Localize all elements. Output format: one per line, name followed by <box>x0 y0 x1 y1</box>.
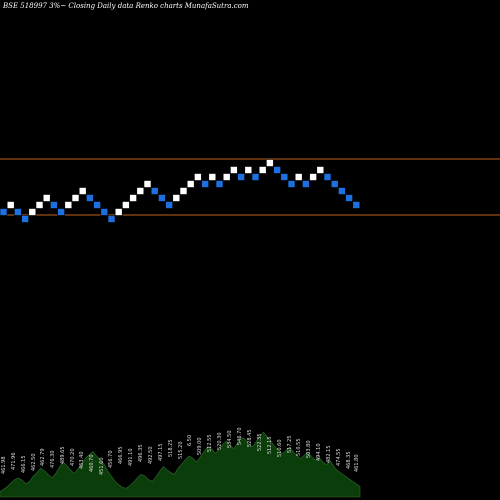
renko-brick-up <box>143 180 152 188</box>
price-label: 492.50 <box>148 447 154 465</box>
volume-fill <box>0 431 361 498</box>
price-label: 497.15 <box>158 444 164 462</box>
renko-brick-up <box>129 194 137 202</box>
price-label: 528.45 <box>247 430 253 448</box>
renko-brick-down <box>107 215 116 223</box>
renko-brick-up <box>194 173 202 181</box>
price-label: 460.70 <box>89 455 95 473</box>
price-label: 546.70 <box>237 428 243 446</box>
renko-brick-up <box>244 166 253 174</box>
renko-brick-up <box>114 208 123 216</box>
price-label: 494.10 <box>316 444 322 462</box>
renko-brick-down <box>14 208 22 216</box>
price-label: 512.15 <box>267 437 273 455</box>
price-label: 522.35 <box>257 434 263 452</box>
renko-brick-up <box>208 173 217 181</box>
renko-brick-down <box>50 201 58 209</box>
price-label: 518.25 <box>168 440 174 458</box>
renko-brick-up <box>28 208 37 216</box>
renko-brick-down <box>201 180 209 188</box>
renko-brick-down <box>21 215 29 223</box>
renko-brick-up <box>230 166 238 174</box>
renko-brick-down <box>237 173 245 181</box>
price-label: 482.15 <box>326 446 332 464</box>
renko-brick-down <box>158 194 166 202</box>
renko-brick-down <box>165 201 173 209</box>
renko-brick-up <box>294 173 303 181</box>
price-label: 462.79 <box>40 449 46 467</box>
price-label: 534.50 <box>227 431 233 449</box>
price-label: 466.15 <box>21 456 27 474</box>
renko-brick-down <box>287 180 296 188</box>
renko-brick-down <box>352 201 361 209</box>
renko-brick-up <box>266 159 274 167</box>
chart-title: BSE 518997 3%~ Closing Daily data Renko … <box>3 2 249 10</box>
price-label: 461.80 <box>354 455 360 473</box>
renko-brick-up <box>64 201 73 209</box>
price-label: 503.80 <box>306 441 312 459</box>
renko-brick-up <box>179 187 188 195</box>
renko-brick-down <box>273 166 281 174</box>
price-label: 491.10 <box>128 449 134 467</box>
renko-brick-up <box>136 187 145 195</box>
renko-brick-down <box>280 173 289 181</box>
renko-brick-down <box>215 180 224 188</box>
renko-brick-down <box>338 187 346 195</box>
renko-brick-up <box>78 187 87 195</box>
price-label: 6.50 <box>187 435 193 446</box>
price-label: 517.25 <box>287 436 293 454</box>
price-label: 510.55 <box>296 439 302 457</box>
price-label: 512.55 <box>207 435 213 453</box>
price-label: 462.50 <box>31 454 37 472</box>
renko-brick-up <box>122 201 130 209</box>
price-label: 515.20 <box>178 442 184 460</box>
price-label: 463.40 <box>79 452 85 470</box>
renko-brick-up <box>316 166 325 174</box>
price-label: 468.35 <box>346 452 352 470</box>
renko-brick-up <box>172 194 181 202</box>
price-label: 470.20 <box>70 449 76 467</box>
renko-brick-up <box>35 201 44 209</box>
price-label: 489.65 <box>60 447 66 465</box>
price-label: 471.96 <box>11 453 17 471</box>
price-label: 461.98 <box>1 457 7 475</box>
renko-brick-down <box>93 201 101 209</box>
renko-brick-up <box>42 194 51 202</box>
renko-brick-down <box>100 208 109 216</box>
price-label: 474.55 <box>336 449 342 467</box>
renko-brick-down <box>330 180 339 188</box>
renko-brick-down <box>302 180 310 188</box>
renko-brick-down <box>86 194 94 202</box>
price-labels: 461.98 471.96 466.15 462.50 462.79 476.30 489.… <box>1 428 360 476</box>
renko-brick-down <box>0 208 8 216</box>
price-label: 510.60 <box>277 440 283 458</box>
price-label: 451.60 <box>99 458 105 476</box>
price-label: 456.70 <box>108 451 114 469</box>
price-label: 476.30 <box>50 451 56 469</box>
renko-brick-up <box>186 180 195 188</box>
renko-brick-down <box>345 194 353 202</box>
price-label: 520.30 <box>217 433 223 451</box>
renko-brick-up <box>258 166 267 174</box>
renko-brick-up <box>222 173 231 181</box>
renko-brick-down <box>57 208 65 216</box>
renko-brick-down <box>323 173 332 181</box>
price-label: 509.00 <box>197 438 203 456</box>
volume-area <box>0 431 361 498</box>
renko-brick-down <box>150 187 159 195</box>
reference-lines <box>0 158 500 216</box>
renko-brick-up <box>309 173 317 181</box>
price-label: 466.95 <box>118 447 124 465</box>
renko-bricks <box>0 159 361 223</box>
renko-brick-up <box>6 201 15 209</box>
price-label: 496.35 <box>138 445 144 463</box>
renko-brick-up <box>71 194 80 202</box>
renko-brick-down <box>251 173 260 181</box>
